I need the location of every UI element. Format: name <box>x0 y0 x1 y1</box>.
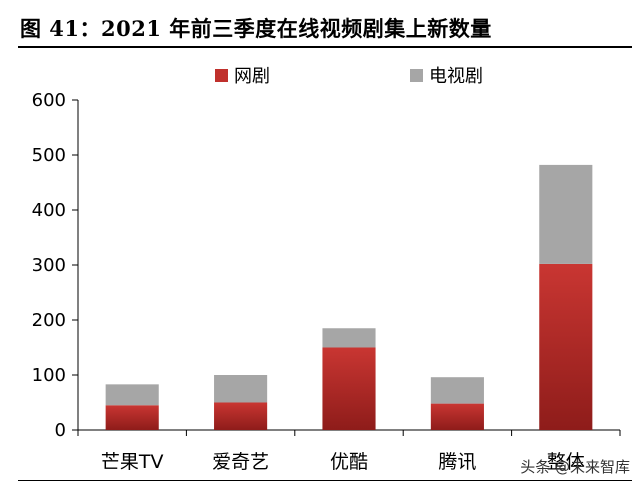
chart-title: 图 41：2021 年前三季度在线视频剧集上新数量 <box>20 16 492 41</box>
x-category-label: 整体 <box>547 451 585 473</box>
bar-tv-drama <box>322 328 376 348</box>
bar-tv-drama <box>539 164 593 264</box>
legend-tv-drama-label: 电视剧 <box>429 66 483 87</box>
legend-web-drama-label: 网剧 <box>234 66 270 87</box>
x-category-label: 腾讯 <box>438 451 476 473</box>
y-tick-label: 300 <box>32 255 66 276</box>
y-tick-label: 0 <box>55 420 66 441</box>
x-category-label: 爱奇艺 <box>212 451 269 473</box>
legend: 网剧 电视剧 <box>215 66 483 87</box>
y-tick-label: 100 <box>32 365 66 386</box>
bar-tv-drama <box>214 375 268 403</box>
x-axis: 芒果TV 爱奇艺 优酷 腾讯 整体 <box>77 429 621 473</box>
y-tick-label: 400 <box>32 200 66 221</box>
y-tick-label: 200 <box>32 310 66 331</box>
bar-web-drama <box>105 405 159 430</box>
x-category-label: 芒果TV <box>101 451 164 473</box>
watermark: 头条 @未来智库 <box>520 458 630 476</box>
legend-web-drama-swatch <box>215 69 228 82</box>
x-category-label: 优酷 <box>330 451 368 473</box>
bottom-divider <box>18 480 632 481</box>
bar-web-drama <box>322 347 376 430</box>
bar-web-drama <box>430 403 484 430</box>
y-tick-label: 600 <box>32 90 66 111</box>
bar-web-drama <box>214 402 268 430</box>
y-axis: 0 100 200 300 400 500 600 <box>32 90 79 441</box>
y-tick-label: 500 <box>32 145 66 166</box>
bar-tv-drama <box>430 377 484 404</box>
legend-tv-drama-swatch <box>410 69 423 82</box>
bar-web-drama <box>539 263 593 430</box>
bar-tv-drama <box>105 384 159 406</box>
bars <box>105 164 593 430</box>
title-divider <box>18 46 632 48</box>
